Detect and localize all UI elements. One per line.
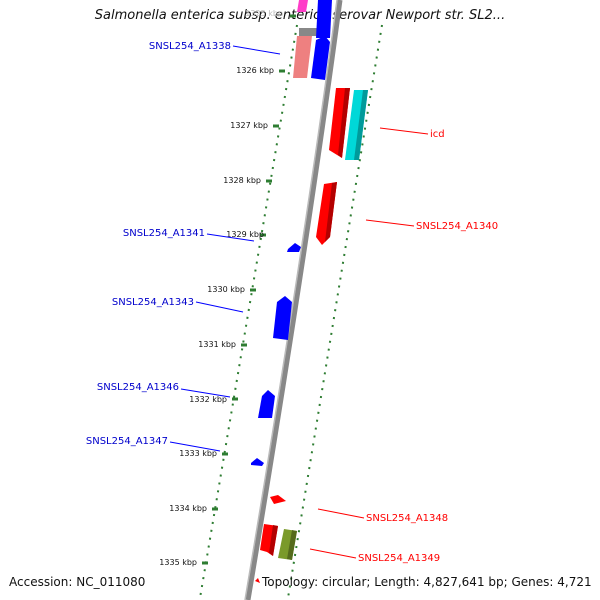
tick-label: 1334 kbp (169, 504, 207, 513)
callout-line (195, 301, 244, 313)
left-dotted-track (199, 24, 298, 599)
callout-line (365, 219, 415, 227)
gene-label[interactable]: SNSL254_A1348 (366, 513, 448, 524)
gene-SNSL254_A1340-shade (325, 182, 337, 242)
callout-line (180, 388, 231, 398)
callout-line (379, 127, 429, 135)
gene-SNSL254_A1349-shade (269, 525, 278, 556)
gene-label[interactable]: SNSL254_A1343 (112, 297, 194, 308)
tick-label: 1327 kbp (230, 121, 268, 130)
tick-label: 1331 kbp (198, 340, 236, 349)
callout-line (206, 233, 255, 242)
genome-backbone (245, 0, 343, 600)
tick-label: 1328 kbp (223, 176, 261, 185)
accession-text: Accession: NC_011080 (9, 575, 146, 589)
other-feature-shade (287, 530, 297, 560)
gene-label[interactable]: SNSL254_A1341 (123, 228, 205, 239)
scale-ticks: 1325 kbp 1326 kbp 1327 kbp 1328 kbp 1329… (159, 9, 296, 567)
gene-label[interactable]: SNSL254_A1349 (358, 553, 440, 564)
gene-SNSL254_A1348[interactable] (270, 495, 286, 504)
tick-label: 1332 kbp (189, 395, 227, 404)
callout-line (317, 508, 365, 519)
gene-icd-shade (338, 88, 350, 158)
gene-SNSL254_A1341[interactable] (287, 243, 301, 252)
gene-label[interactable]: SNSL254_A1338 (149, 41, 231, 52)
reverse-strand-features (251, 0, 332, 583)
gene-SNSL254_A1347[interactable] (251, 458, 264, 466)
gene-label[interactable]: SNSL254_A1340 (416, 221, 498, 232)
callout-line (169, 441, 221, 452)
gene-label[interactable]: icd (430, 129, 445, 140)
tick-label: 1335 kbp (159, 558, 197, 567)
callout-line (232, 45, 281, 55)
gene-SNSL254_A1346[interactable] (258, 390, 275, 418)
gene-SNSL254_A1338[interactable] (293, 36, 312, 78)
tick-label: 1326 kbp (236, 66, 274, 75)
rna-feature-shade (354, 90, 368, 160)
tick-label: 1330 kbp (207, 285, 245, 294)
gene-SNSL254_A1343[interactable] (273, 296, 292, 340)
topology-text: Topology: circular; Length: 4,827,641 bp… (262, 575, 592, 589)
tick-label: 1325 kbp (245, 9, 283, 18)
gene-blue-arrow[interactable] (311, 36, 330, 80)
forward-labels: icd SNSL254_A1340 SNSL254_A1348 SNSL254_… (309, 127, 498, 564)
callout-line (309, 548, 357, 559)
forward-strand-features (260, 88, 368, 560)
gene-top-gray (299, 28, 319, 36)
right-dotted-track (287, 24, 383, 599)
genome-backbone-highlight (244, 0, 338, 600)
map-title: Salmonella enterica subsp. enterica sero… (94, 8, 506, 23)
tick-label: 1333 kbp (179, 449, 217, 458)
gene-label[interactable]: SNSL254_A1346 (97, 382, 179, 393)
gene-top-blue[interactable] (316, 0, 332, 38)
small-red-mark (255, 578, 260, 583)
tick-label: 1329 kbp (226, 230, 264, 239)
gene-label[interactable]: SNSL254_A1347 (86, 436, 168, 447)
reverse-labels: SNSL254_A1338 SNSL254_A1341 SNSL254_A134… (86, 41, 281, 452)
gene-top-pink[interactable] (297, 0, 308, 12)
